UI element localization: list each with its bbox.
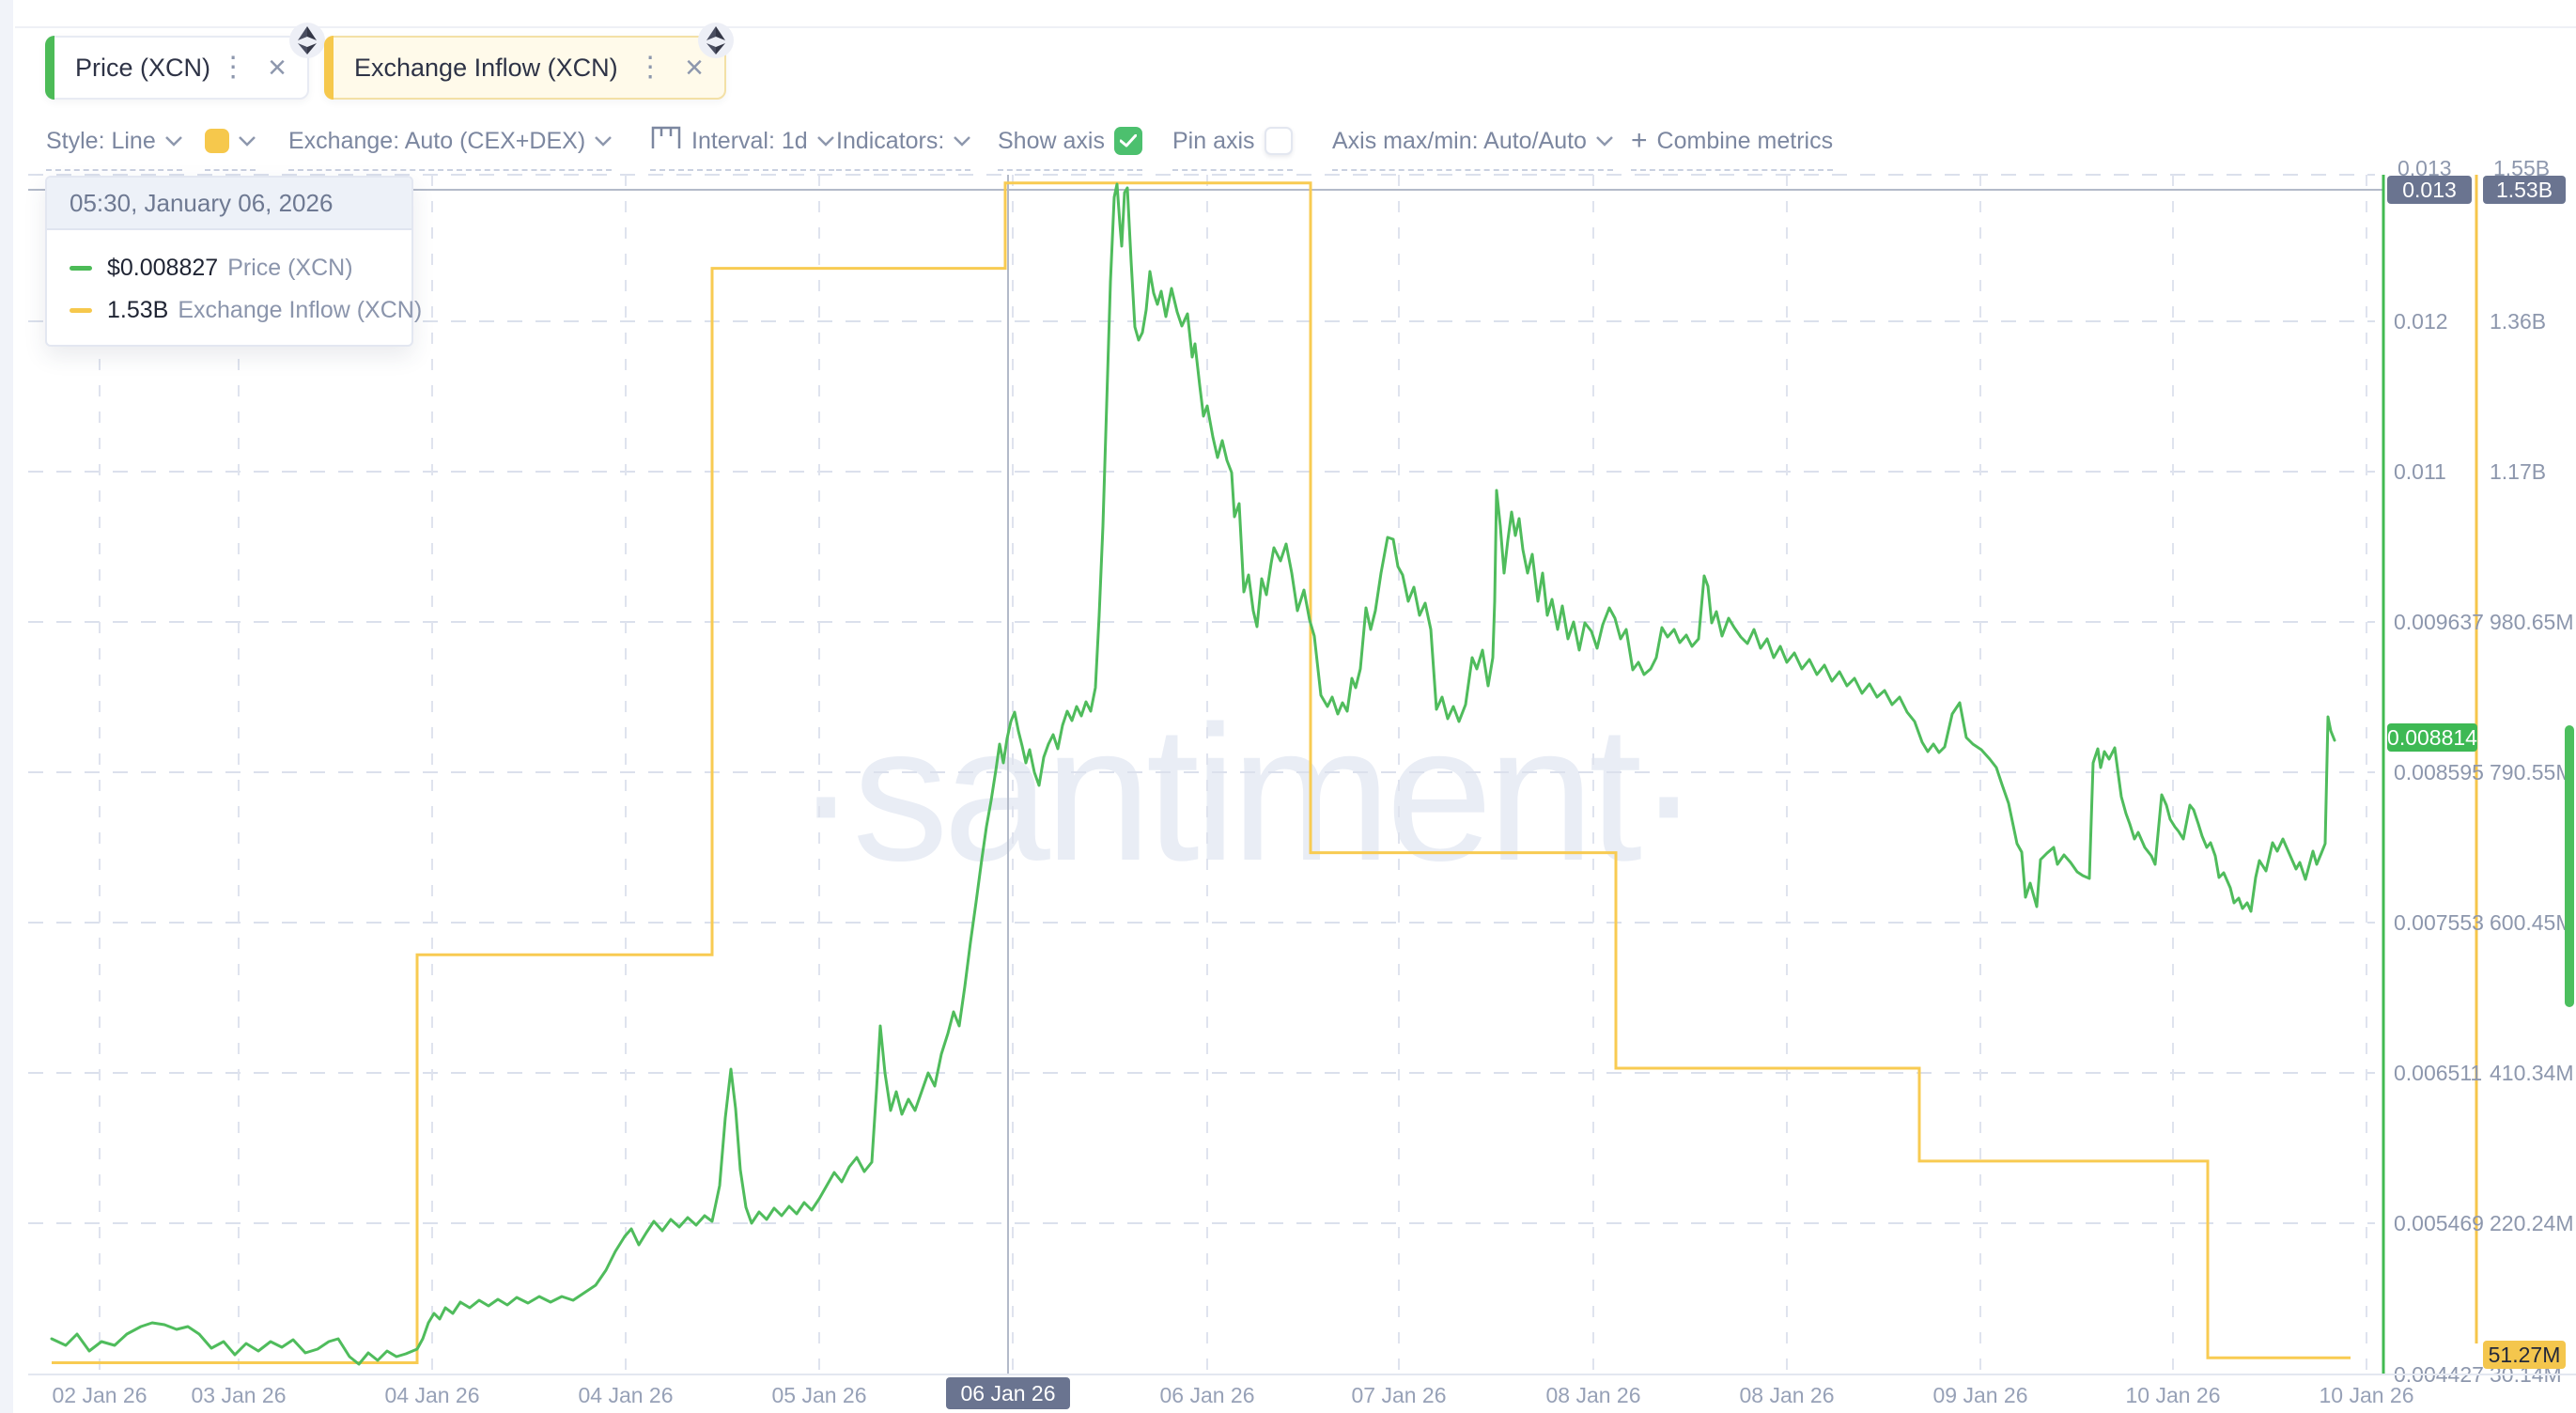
inflow-pinned-badge: 1.53B	[2483, 176, 2566, 204]
tab-exchange-inflow-xcn[interactable]: Exchange Inflow (XCN) ⋮ ×	[324, 23, 734, 100]
close-icon[interactable]: ×	[268, 50, 287, 85]
santiment-watermark: ·santiment·	[794, 686, 1700, 901]
x-axis-tick-label: 10 Jan 26	[2319, 1383, 2414, 1407]
tooltip-inflow-name: Exchange Inflow (XCN)	[178, 297, 423, 323]
pin-axis-toggle[interactable]: Pin axis	[1172, 120, 1293, 171]
x-axis-tick-label: 06 Jan 26	[1159, 1383, 1255, 1407]
interval-dropdown[interactable]: Interval: 1d	[650, 120, 834, 171]
x-axis-tick-label: 03 Jan 26	[191, 1383, 287, 1407]
chevron-down-icon	[164, 135, 182, 147]
price-axis-tick-label: 0.008595	[2394, 760, 2484, 784]
exchange-label: Exchange: Auto (CEX+DEX)	[288, 127, 586, 154]
x-axis-line	[28, 1374, 2576, 1375]
x-axis-tick-label: 02 Jan 26	[52, 1383, 147, 1407]
ethereum-icon	[289, 23, 325, 58]
inflow-axis-tick-label: 790.55M	[2490, 760, 2574, 784]
price-axis-tick-label: 0.009637	[2394, 610, 2484, 634]
show-axis-label: Show axis	[998, 127, 1105, 154]
pin-axis-checkbox[interactable]	[1264, 127, 1293, 155]
chart-tooltip: 05:30, January 06, 2026 $0.008827 Price …	[45, 176, 422, 347]
price-axis-tick-label: 0.007553	[2394, 910, 2484, 935]
x-axis-tick-label: 07 Jan 26	[1351, 1383, 1447, 1407]
price-axis-tick-label: 0.011	[2394, 459, 2446, 484]
inflow-series-dash-icon	[70, 308, 92, 313]
tab-label: Price (XCN)	[75, 53, 211, 82]
combine-metrics-label: Combine metrics	[1656, 127, 1834, 154]
chevron-down-icon	[239, 135, 256, 147]
tooltip-timestamp: 05:30, January 06, 2026	[47, 178, 411, 230]
chevron-down-icon	[954, 135, 971, 147]
style-label: Style: Line	[46, 127, 156, 154]
ethereum-icon	[698, 23, 734, 58]
x-axis-tick-label: 04 Jan 26	[384, 1383, 480, 1407]
tab-label: Exchange Inflow (XCN)	[354, 53, 618, 82]
inflow-axis-tick-label: 410.34M	[2490, 1061, 2574, 1085]
tooltip-inflow-value: 1.53B	[107, 297, 169, 323]
inflow-axis-tick-label: 1.17B	[2490, 459, 2547, 484]
pin-axis-label: Pin axis	[1172, 127, 1255, 154]
axis-maxmin-label: Axis max/min: Auto/Auto	[1332, 127, 1587, 154]
exchange-dropdown[interactable]: Exchange: Auto (CEX+DEX)	[288, 120, 613, 171]
top-divider	[15, 26, 2576, 28]
x-axis-tick-label: 04 Jan 26	[578, 1383, 674, 1407]
x-axis-tick-label: 09 Jan 26	[1932, 1383, 2028, 1407]
inflow-axis-tick-label: 220.24M	[2490, 1211, 2574, 1235]
left-gutter	[0, 0, 13, 1413]
price-axis-drag-handle[interactable]	[2565, 725, 2574, 1007]
indicators-label: Indicators:	[836, 127, 945, 154]
x-axis-tick-label: 10 Jan 26	[2125, 1383, 2221, 1407]
tooltip-row-inflow: 1.53B Exchange Inflow (XCN)	[70, 297, 422, 324]
color-swatch	[205, 129, 229, 153]
close-icon[interactable]: ×	[685, 50, 704, 85]
style-dropdown[interactable]: Style: Line	[46, 120, 182, 171]
inflow-current-badge: 51.27M	[2483, 1341, 2566, 1369]
interval-label: Interval: 1d	[691, 127, 808, 154]
plus-icon: +	[1631, 125, 1648, 156]
price-axis-tick-label: 0.006511	[2394, 1061, 2483, 1085]
x-axis-tick-label: 05 Jan 26	[771, 1383, 867, 1407]
axis-maxmin-dropdown[interactable]: Axis max/min: Auto/Auto	[1332, 120, 1613, 171]
chevron-down-icon	[1596, 135, 1613, 147]
kebab-menu-icon[interactable]: ⋮	[636, 52, 665, 83]
inflow-axis-tick-label: 600.45M	[2490, 910, 2574, 935]
price-axis-tick-label: 0.012	[2394, 309, 2448, 334]
price-current-badge: 0.008814	[2387, 723, 2477, 752]
series-color-dropdown[interactable]	[205, 120, 256, 171]
chevron-down-icon	[816, 135, 834, 147]
tab-color-bar	[45, 36, 54, 100]
price-pinned-badge: 0.013	[2387, 176, 2472, 204]
indicators-dropdown[interactable]: Indicators:	[836, 120, 971, 171]
combine-metrics-button[interactable]: + Combine metrics	[1631, 120, 1834, 171]
price-series-line	[50, 182, 2336, 1366]
x-axis-tick-label: 08 Jan 26	[1545, 1383, 1641, 1407]
tooltip-row-price: $0.008827 Price (XCN)	[70, 255, 393, 282]
tab-color-bar	[324, 36, 334, 100]
tooltip-price-value: $0.008827	[107, 255, 219, 281]
price-axis-tick-label: 0.005469	[2394, 1211, 2484, 1235]
show-axis-checkbox[interactable]	[1113, 127, 1142, 155]
inflow-series-line	[52, 181, 2351, 1364]
chevron-down-icon	[595, 135, 613, 147]
crosshair-date-badge: 06 Jan 26	[946, 1377, 1070, 1409]
kebab-menu-icon[interactable]: ⋮	[219, 52, 248, 83]
interval-icon	[650, 125, 682, 158]
inflow-axis-tick-label: 1.36B	[2490, 309, 2547, 334]
show-axis-toggle[interactable]: Show axis	[998, 120, 1142, 171]
price-series-dash-icon	[70, 266, 92, 271]
inflow-axis-tick-label: 980.65M	[2490, 610, 2574, 634]
x-axis-tick-label: 08 Jan 26	[1739, 1383, 1835, 1407]
tab-price-xcn[interactable]: Price (XCN) ⋮ ×	[45, 23, 325, 100]
tooltip-price-name: Price (XCN)	[227, 255, 353, 281]
